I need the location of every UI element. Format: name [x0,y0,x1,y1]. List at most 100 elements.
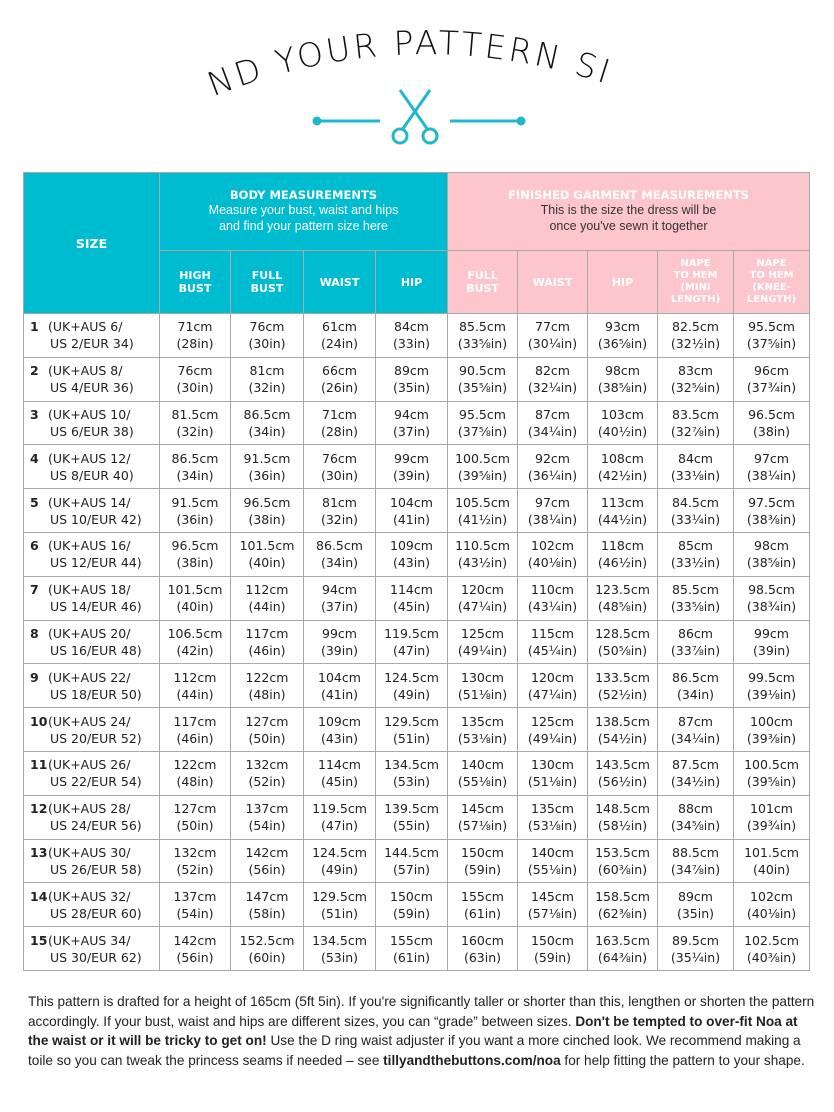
size-cell: 13 (UK+AUS 30/US 26/EUR 58) [23,838,160,884]
measurement-cell: 110.5cm (43½in) [447,531,518,577]
body-col-header: HIP [375,250,448,314]
body-col-header: HIGH BUST [159,250,231,314]
measurement-cell: 81.5cm (32in) [159,400,231,446]
size-cell: 8 (UK+AUS 20/US 16/EUR 48) [23,619,160,665]
measurement-cell: 76cm (30in) [230,313,304,358]
measurement-cell: 86.5cm (34in) [657,663,734,709]
measurement-cell: 83cm (32⅝in) [657,356,734,402]
measurement-cell: 92cm (36¼in) [517,444,588,490]
measurement-cell: 101.5cm (40in) [732,838,811,884]
measurement-cell: 109cm (43in) [303,707,376,752]
table-row: 12 (UK+AUS 28/US 24/EUR 56) 127cm (50in) 13… [23,794,811,840]
measurement-cell: 90.5cm (35⅝in) [447,356,518,402]
measurement-cell: 150cm (59in) [517,926,588,971]
measurement-cell: 91.5cm (36in) [230,444,304,490]
measurement-cell: 95.5cm (37⅝in) [732,313,811,358]
table-row: 15 (UK+AUS 34/US 30/EUR 62) 142cm (56in) 15… [23,926,811,971]
measurement-cell: 96.5cm (38in) [732,400,811,446]
measurement-cell: 150cm (59in) [375,882,448,928]
measurement-cell: 86cm (33⅞in) [657,619,734,665]
measurement-cell: 99cm (39in) [732,619,811,665]
measurement-cell: 119.5cm (47in) [303,794,376,840]
measurement-cell: 94cm (37in) [303,575,376,621]
measurement-cell: 71cm (28in) [303,400,376,446]
measurement-cell: 86.5cm (34in) [230,400,304,446]
measurement-cell: 100.5cm (39⅝in) [732,750,811,796]
measurement-cell: 140cm (55⅛in) [517,838,588,884]
measurement-cell: 97cm (38¼in) [517,488,588,533]
measurement-cell: 150cm (59in) [447,838,518,884]
measurement-cell: 88cm (34⅝in) [657,794,734,840]
measurement-cell: 81cm (32in) [230,356,304,402]
measurement-cell: 96.5cm (38in) [159,531,231,577]
measurement-cell: 88.5cm (34⅞in) [657,838,734,884]
measurement-cell: 129.5cm (51in) [303,882,376,928]
finished-col-header: FULL BUST [447,250,518,314]
measurement-cell: 85.5cm (33⅝in) [447,313,518,358]
pattern-link[interactable]: tillyandthebuttons.com/noa [383,1052,561,1068]
measurement-cell: 85cm (33½in) [657,531,734,577]
measurement-cell: 76cm (30in) [303,444,376,490]
size-cell: 14 (UK+AUS 32/US 28/EUR 60) [23,882,160,928]
size-cell: 4 (UK+AUS 12/US 8/EUR 40) [23,444,160,490]
measurement-cell: 93cm (36⅝in) [587,313,658,358]
size-cell: 12 (UK+AUS 28/US 24/EUR 56) [23,794,160,840]
table-row: 4 (UK+AUS 12/US 8/EUR 40) 86.5cm (34in) 91.… [23,444,811,490]
measurement-cell: 98cm (38⅝in) [587,356,658,402]
measurement-cell: 82cm (32¼in) [517,356,588,402]
measurement-cell: 134.5cm (53in) [375,750,448,796]
measurement-cell: 101.5cm (40in) [159,575,231,621]
measurement-cell: 110cm (43¼in) [517,575,588,621]
table-row: 8 (UK+AUS 20/US 16/EUR 48) 106.5cm (42in) 1… [23,619,811,665]
measurement-cell: 133.5cm (52½in) [587,663,658,709]
measurement-cell: 125cm (49¼in) [447,619,518,665]
measurement-cell: 135cm (53⅛in) [447,707,518,752]
measurement-cell: 87.5cm (34½in) [657,750,734,796]
measurement-cell: 124.5cm (49in) [375,663,448,709]
measurement-cell: 81cm (32in) [303,488,376,533]
table-row: 7 (UK+AUS 18/US 14/EUR 46) 101.5cm (40in) 1… [23,575,811,621]
measurement-cell: 117cm (46in) [230,619,304,665]
body-col-header: WAIST [303,250,376,314]
measurement-cell: 85.5cm (33⅝in) [657,575,734,621]
measurement-cell: 112cm (44in) [230,575,304,621]
measurement-cell: 99cm (39in) [375,444,448,490]
measurement-cell: 84.5cm (33¼in) [657,488,734,533]
measurement-cell: 94cm (37in) [375,400,448,446]
measurement-cell: 152.5cm (60in) [230,926,304,971]
finished-col-header: WAIST [517,250,588,314]
measurement-cell: 96.5cm (38in) [230,488,304,533]
measurement-cell: 155cm (61in) [447,882,518,928]
measurement-cell: 103cm (40½in) [587,400,658,446]
size-cell: 2 (UK+AUS 8/US 4/EUR 36) [23,356,160,402]
measurement-cell: 102cm (40⅛in) [732,882,811,928]
measurement-cell: 89cm (35in) [657,882,734,928]
measurement-cell: 127cm (50in) [159,794,231,840]
measurement-cell: 102.5cm (40⅜in) [732,926,811,971]
measurement-cell: 89cm (35in) [375,356,448,402]
measurement-cell: 95.5cm (37⅝in) [447,400,518,446]
table-row: 6 (UK+AUS 16/US 12/EUR 44) 96.5cm (38in) 10… [23,531,811,577]
measurement-cell: 61cm (24in) [303,313,376,358]
size-cell: 7 (UK+AUS 18/US 14/EUR 46) [23,575,160,621]
measurement-cell: 86.5cm (34in) [303,531,376,577]
measurement-cell: 145cm (57⅛in) [517,882,588,928]
measurement-cell: 97.5cm (38⅜in) [732,488,811,533]
measurement-cell: 91.5cm (36in) [159,488,231,533]
measurement-cell: 148.5cm (58½in) [587,794,658,840]
measurement-cell: 122cm (48in) [230,663,304,709]
measurement-cell: 158.5cm (62⅜in) [587,882,658,928]
measurement-cell: 102cm (40⅛in) [517,531,588,577]
measurement-cell: 96cm (37¾in) [732,356,811,402]
measurement-cell: 113cm (44½in) [587,488,658,533]
measurement-cell: 117cm (46in) [159,707,231,752]
measurement-cell: 123.5cm (48⅝in) [587,575,658,621]
scissors-icon [312,89,526,145]
page-title: FIND YOUR PATTERN SIZE [0,0,618,104]
table-row: 1 (UK+AUS 6/US 2/EUR 34) 71cm (28in) 76cm (3… [23,313,811,358]
measurement-cell: 98.5cm (38¾in) [732,575,811,621]
measurement-cell: 87cm (34¼in) [517,400,588,446]
measurement-cell: 163.5cm (64⅜in) [587,926,658,971]
measurement-cell: 86.5cm (34in) [159,444,231,490]
measurement-cell: 97cm (38¼in) [732,444,811,490]
